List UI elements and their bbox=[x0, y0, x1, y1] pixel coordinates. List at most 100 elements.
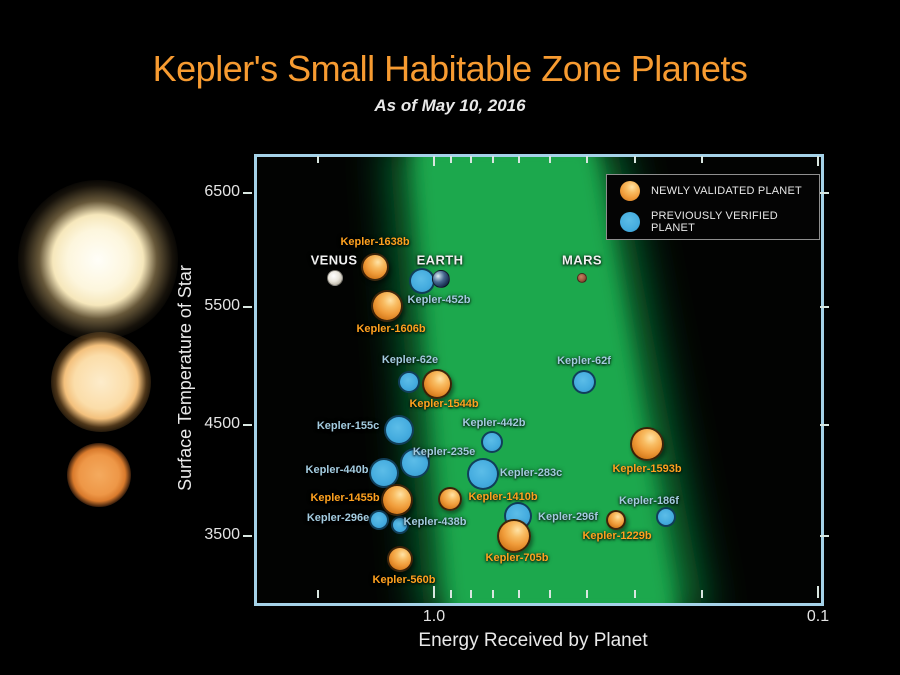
y-tick-left bbox=[243, 424, 252, 426]
x-tick-minor-bottom bbox=[492, 590, 494, 598]
page-title: Kepler's Small Habitable Zone Planets bbox=[152, 48, 748, 89]
planet-label-kepler-155c: Kepler-155c bbox=[316, 420, 380, 432]
y-tick-right bbox=[820, 424, 829, 426]
x-tick-minor-bottom bbox=[518, 590, 520, 598]
planet-label-kepler-1606b: Kepler-1606b bbox=[356, 323, 426, 335]
planet-kepler-452b bbox=[409, 268, 435, 294]
planet-kepler-442b bbox=[481, 431, 503, 453]
planet-kepler-62f bbox=[572, 370, 596, 394]
planet-label-kepler-1593b: Kepler-1593b bbox=[612, 463, 682, 475]
planet-label-kepler-442b: Kepler-442b bbox=[462, 417, 526, 429]
planet-kepler-438b bbox=[391, 516, 409, 534]
planet-label-earth: EARTH bbox=[416, 252, 464, 268]
x-tick-minor-bottom bbox=[634, 590, 636, 598]
legend-item-newly-validated: NEWLY VALIDATED PLANET bbox=[607, 175, 819, 206]
planet-kepler-1638b bbox=[361, 253, 389, 281]
planet-label-kepler-296e: Kepler-296e bbox=[306, 512, 370, 524]
medium-star-graphic bbox=[51, 332, 151, 432]
x-tick-minor-top bbox=[634, 156, 636, 163]
planet-label-kepler-440b: Kepler-440b bbox=[305, 464, 369, 476]
planet-kepler-1606b bbox=[371, 290, 403, 322]
y-tick-label: 5500 bbox=[204, 297, 240, 314]
x-tick-minor-bottom bbox=[450, 590, 452, 598]
planet-label-kepler-1229b: Kepler-1229b bbox=[582, 530, 652, 542]
x-tick-label: 0.1 bbox=[806, 608, 830, 625]
planet-label-kepler-235e: Kepler-235e bbox=[412, 446, 476, 458]
x-tick-minor-top bbox=[492, 156, 494, 163]
planet-earth bbox=[432, 270, 450, 288]
page-subtitle: As of May 10, 2016 bbox=[374, 96, 526, 115]
planet-label-kepler-705b: Kepler-705b bbox=[485, 552, 549, 564]
x-tick-minor-bottom bbox=[470, 590, 472, 598]
planet-label-kepler-560b: Kepler-560b bbox=[372, 574, 436, 586]
planet-kepler-235e bbox=[400, 448, 430, 478]
newly-validated-planet-icon bbox=[620, 180, 640, 201]
planet-mars bbox=[577, 273, 587, 283]
planet-kepler-283c bbox=[467, 458, 499, 490]
planet-kepler-1593b bbox=[630, 427, 664, 461]
planet-label-kepler-452b: Kepler-452b bbox=[407, 294, 471, 306]
x-tick-minor-bottom bbox=[549, 590, 551, 598]
planet-kepler-1544b bbox=[422, 369, 452, 399]
x-tick-major-bottom bbox=[433, 586, 435, 598]
x-tick-label: 1.0 bbox=[422, 608, 446, 625]
planet-kepler-62e bbox=[398, 371, 420, 393]
x-tick-minor-bottom bbox=[701, 590, 703, 598]
x-tick-major-bottom bbox=[817, 586, 819, 598]
planet-label-kepler-62e: Kepler-62e bbox=[381, 354, 439, 366]
planet-label-kepler-438b: Kepler-438b bbox=[403, 516, 467, 528]
planet-label-mars: MARS bbox=[562, 252, 602, 268]
y-tick-label: 3500 bbox=[204, 526, 240, 543]
y-tick-right bbox=[820, 192, 829, 194]
planet-label-kepler-1544b: Kepler-1544b bbox=[409, 398, 479, 410]
x-tick-major-top bbox=[817, 156, 819, 166]
x-tick-minor-top bbox=[518, 156, 520, 163]
planet-kepler-1410b bbox=[438, 487, 462, 511]
legend-label: PREVIOUSLY VERIFIED PLANET bbox=[651, 209, 778, 234]
x-tick-minor-bottom bbox=[317, 590, 319, 598]
x-tick-minor-top bbox=[549, 156, 551, 163]
x-axis-label: Energy Received by Planet bbox=[418, 630, 648, 651]
planet-label-kepler-186f: Kepler-186f bbox=[619, 495, 679, 507]
planet-kepler-155c bbox=[384, 415, 414, 445]
large-star-graphic bbox=[18, 180, 178, 340]
planet-label-kepler-1455b: Kepler-1455b bbox=[310, 492, 380, 504]
planet-label-kepler-283c: Kepler-283c bbox=[499, 467, 563, 479]
planet-label-kepler-1410b: Kepler-1410b bbox=[468, 491, 538, 503]
legend-item-previously-verified: PREVIOUSLY VERIFIED PLANET bbox=[607, 206, 819, 237]
planet-kepler-560b bbox=[387, 546, 413, 572]
planet-kepler-1229b bbox=[606, 510, 626, 530]
planet-label-kepler-296f: Kepler-296f bbox=[538, 511, 598, 523]
legend-label: NEWLY VALIDATED PLANET bbox=[651, 184, 802, 197]
y-axis-label: Surface Temperature of Star bbox=[175, 265, 195, 491]
planet-label-kepler-62f: Kepler-62f bbox=[557, 355, 611, 367]
planet-label-kepler-1638b: Kepler-1638b bbox=[340, 236, 410, 248]
y-tick-right bbox=[820, 306, 829, 308]
previously-verified-planet-icon bbox=[620, 211, 640, 232]
planet-kepler-296e bbox=[369, 510, 389, 530]
x-tick-major-top bbox=[433, 156, 435, 166]
y-tick-left bbox=[243, 535, 252, 537]
y-tick-right bbox=[820, 535, 829, 537]
planet-kepler-440b bbox=[369, 458, 399, 488]
x-tick-minor-top bbox=[470, 156, 472, 163]
legend: NEWLY VALIDATED PLANET PREVIOUSLY VERIFI… bbox=[606, 174, 820, 240]
planet-venus bbox=[327, 270, 343, 286]
y-tick-label: 6500 bbox=[204, 183, 240, 200]
planet-kepler-186f bbox=[656, 507, 676, 527]
y-tick-label: 4500 bbox=[204, 415, 240, 432]
plot-area: NEWLY VALIDATED PLANET PREVIOUSLY VERIFI… bbox=[254, 154, 824, 606]
x-tick-minor-top bbox=[586, 156, 588, 163]
x-tick-minor-top bbox=[450, 156, 452, 163]
y-tick-left bbox=[243, 192, 252, 194]
x-tick-minor-top bbox=[701, 156, 703, 163]
x-tick-minor-top bbox=[317, 156, 319, 163]
planet-kepler-1455b bbox=[381, 484, 413, 516]
x-tick-minor-bottom bbox=[586, 590, 588, 598]
planet-label-venus: VENUS bbox=[310, 252, 358, 268]
habitable-zone-band bbox=[390, 157, 704, 603]
small-star-graphic bbox=[67, 443, 131, 507]
y-tick-left bbox=[243, 306, 252, 308]
planet-kepler-705b bbox=[497, 519, 531, 553]
